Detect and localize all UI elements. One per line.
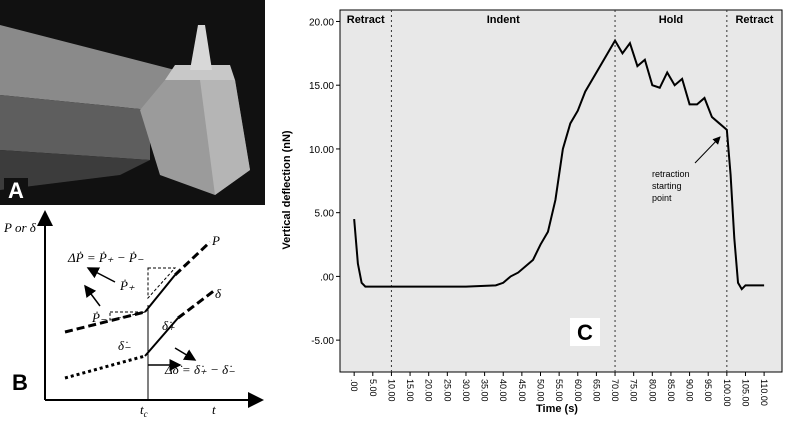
- rate-label: Ṗ₋: [91, 310, 107, 325]
- y-tick-label: 5.00: [315, 209, 335, 220]
- x-tick-label: .00: [349, 379, 359, 392]
- equation: ΔṖ = Ṗ₊ − Ṗ₋: [67, 250, 144, 265]
- x-tick-label: 50.00: [536, 379, 546, 402]
- phase-label: Hold: [659, 14, 683, 26]
- x-tick-label: 25.00: [442, 379, 452, 402]
- x-tick-label: 35.00: [480, 379, 490, 402]
- plot-area: [339, 9, 783, 373]
- x-tick-label: 20.00: [424, 379, 434, 402]
- curve-label: δ: [215, 286, 222, 301]
- x-tick-label: 100.00: [722, 379, 732, 407]
- phase-label: Retract: [735, 14, 773, 26]
- rate-label: δ̇₊: [162, 318, 175, 333]
- x-axis-title: Time (s): [536, 403, 578, 415]
- x-tick-label: 70.00: [610, 379, 620, 402]
- x-tick-label: 75.00: [629, 379, 639, 402]
- x-tick-label: 105.00: [740, 379, 750, 407]
- x-tick-label: 80.00: [647, 379, 657, 402]
- rate-label: δ̇₋: [118, 338, 131, 353]
- x-tick-label: 95.00: [703, 379, 713, 402]
- axis-label: t: [212, 402, 216, 417]
- tc: t: [140, 402, 144, 417]
- x-tick-label: 110.00: [759, 379, 769, 406]
- axis-label: P or δ: [3, 220, 37, 235]
- x-tick-label: 65.00: [591, 379, 601, 402]
- annotation-arrow: [694, 136, 721, 164]
- panel-label: B: [12, 370, 28, 395]
- annotation: retraction: [652, 169, 690, 179]
- y-tick-label: 20.00: [309, 17, 334, 28]
- panel-b: P or δ t tc P δ ΔṖ = Ṗ₊ − Ṗ₋ Ṗ₊ Ṗ₋ δ̇₊ δ…: [3, 210, 264, 419]
- x-tick-label: 10.00: [386, 379, 396, 402]
- x-tick-label: 90.00: [685, 379, 695, 402]
- y-axis-title: Vertical deflection (nN): [281, 130, 293, 250]
- panel-label-box: [570, 318, 600, 346]
- equation: Δδ̇ = δ̇₊ − δ̇₋: [164, 362, 235, 377]
- panel-a: A: [0, 0, 265, 205]
- x-tick-label: 85.00: [666, 379, 676, 402]
- panel-label: A: [8, 178, 24, 203]
- y-tick-label: 15.00: [309, 81, 334, 92]
- x-tick-label: 15.00: [405, 379, 415, 402]
- x-tick-label: 40.00: [498, 379, 508, 402]
- rate-label: Ṗ₊: [119, 278, 135, 293]
- y-tick-label: .00: [320, 272, 334, 283]
- x-tick-label: 55.00: [554, 379, 564, 402]
- curve-label: P: [211, 233, 220, 248]
- y-tick-label: 10.00: [309, 145, 334, 156]
- y-tick-label: -5.00: [311, 336, 334, 347]
- axis-label: tc: [140, 402, 148, 417]
- x-tick-label: 45.00: [517, 379, 527, 402]
- panel-c: Vertical deflection (nN) Time (s) -5.00.…: [281, 9, 783, 415]
- data-line: [353, 38, 765, 291]
- phase-label: Retract: [347, 14, 385, 26]
- x-tick-label: 30.00: [461, 379, 471, 402]
- panel-label: C: [577, 320, 593, 345]
- annotation: starting: [652, 181, 682, 191]
- x-tick-label: 5.00: [368, 379, 378, 397]
- x-tick-label: 60.00: [573, 379, 583, 402]
- annotation: point: [652, 193, 672, 203]
- phase-label: Indent: [487, 14, 520, 26]
- tc-sub: c: [144, 409, 148, 417]
